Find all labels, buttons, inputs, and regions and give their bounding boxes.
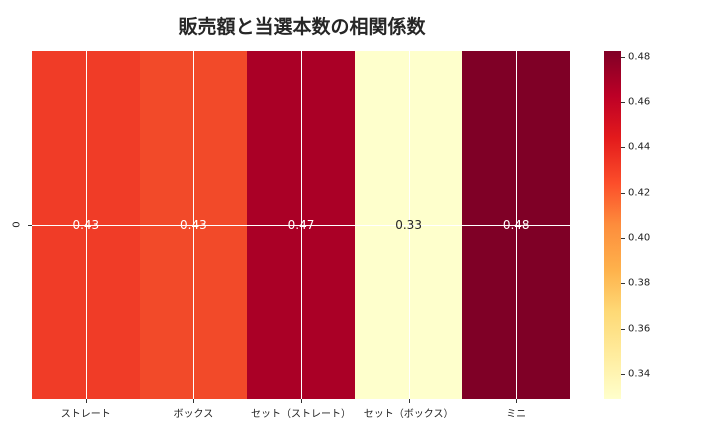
colorbar-tick [621, 102, 625, 103]
cell-value-label: 0.47 [287, 218, 315, 232]
x-tick [85, 399, 87, 403]
cell-value-label: 0.33 [395, 218, 422, 232]
colorbar-tick [621, 329, 625, 330]
chart-title: 販売額と当選本数の相関係数 [178, 16, 426, 38]
x-tick-label: ボックス [173, 409, 214, 420]
grid-line-vertical [516, 51, 518, 399]
x-tick-label: ストレート [60, 409, 111, 420]
colorbar-tick [621, 57, 625, 58]
colorbar-tick-label: 0.42 [628, 187, 651, 199]
cell-value-label: 0.43 [180, 218, 207, 232]
colorbar [604, 51, 621, 399]
x-tick-label: セット（ストレート） [251, 409, 351, 420]
x-tick [408, 399, 410, 403]
cell-value-label: 0.48 [502, 218, 530, 232]
grid-line-vertical [193, 51, 195, 399]
grid-line-vertical [408, 51, 410, 399]
colorbar-tick-label: 0.38 [628, 277, 651, 289]
colorbar-tick [621, 193, 625, 194]
x-tick-label: セット（ボックス） [363, 409, 454, 420]
colorbar-tick [621, 374, 625, 375]
cell-value-label: 0.43 [72, 218, 100, 232]
x-tick [193, 399, 195, 403]
colorbar-tick-label: 0.48 [628, 51, 651, 63]
grid-line-vertical [301, 51, 302, 399]
y-tick-label: 0 [11, 221, 23, 228]
colorbar-tick-label: 0.46 [628, 96, 651, 108]
x-tick [516, 399, 518, 403]
colorbar-tick-label: 0.36 [628, 323, 651, 335]
x-tick-label: ミニ [506, 409, 527, 420]
colorbar-tick-label: 0.44 [628, 141, 651, 153]
y-tick [28, 225, 32, 226]
colorbar-tick-label: 0.34 [628, 368, 651, 380]
colorbar-tick [621, 238, 625, 239]
colorbar-tick-label: 0.40 [628, 232, 651, 244]
grid-line-vertical [85, 51, 87, 399]
x-tick [301, 399, 302, 403]
colorbar-tick [621, 283, 625, 284]
colorbar-tick [621, 147, 625, 148]
